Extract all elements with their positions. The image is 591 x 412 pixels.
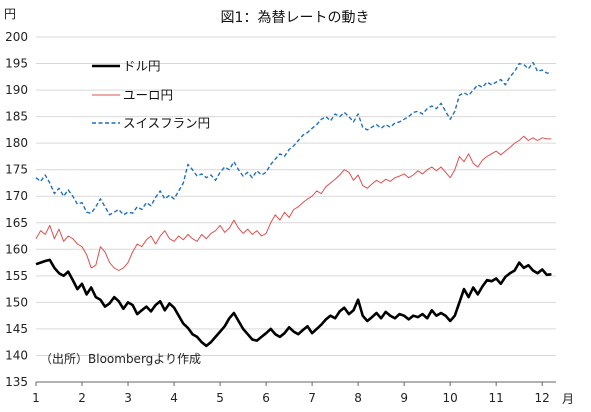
y-tick-label: 165 [5,216,28,230]
x-tick-label: 5 [216,391,224,405]
x-tick-label: 6 [262,391,270,405]
y-tick-label: 200 [5,30,28,44]
y-tick-label: 180 [5,136,28,150]
x-tick-label: 2 [78,391,86,405]
x-tick-label: 7 [308,391,316,405]
y-tick-label: 175 [5,163,28,177]
y-tick-label: 155 [5,269,28,283]
x-tick-label: 1 [32,391,40,405]
x-tick-label: 10 [443,391,458,405]
y-tick-label: 160 [5,242,28,256]
legend-label-2: スイスフラン円 [123,116,210,131]
legend-label-0: ドル円 [123,59,161,74]
x-tick-label: 3 [124,391,132,405]
series-line-2 [35,61,552,216]
axes: 1351401451501551601651701751801851901952… [5,30,556,405]
y-tick-label: 150 [5,295,28,309]
series [35,61,552,348]
y-tick-label: 195 [5,57,28,71]
y-tick-label: 140 [5,348,28,362]
y-tick-label: 135 [5,375,28,389]
y-tick-label: 185 [5,110,28,124]
source-note: （出所）Bloombergより作成 [40,352,201,366]
x-tick-label: 12 [535,391,550,405]
x-tick-label: 11 [489,391,504,405]
legend-label-1: ユーロ円 [123,88,173,103]
y-tick-label: 145 [5,322,28,336]
grid [36,36,556,356]
x-tick-label: 9 [400,391,408,405]
x-axis-unit: 月 [562,392,574,406]
chart-title: 図1：為替レートの動き [221,10,370,26]
x-tick-label: 8 [354,391,362,405]
y-tick-label: 190 [5,83,28,97]
series-line-0 [35,258,552,348]
series-line-1 [35,135,552,271]
y-axis-unit: 円 [4,7,16,21]
x-tick-label: 4 [170,391,178,405]
y-tick-label: 170 [5,189,28,203]
